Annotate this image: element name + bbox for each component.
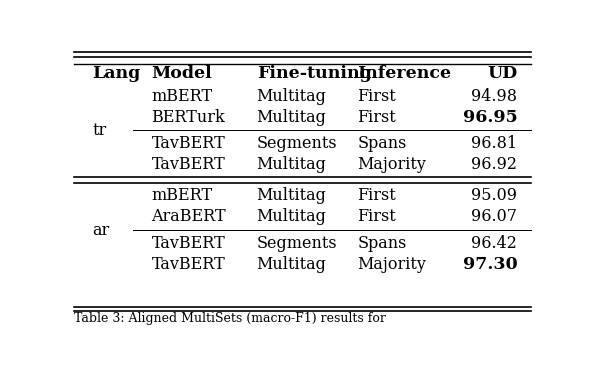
Text: 97.30: 97.30 <box>463 256 517 273</box>
Text: Multitag: Multitag <box>257 187 326 204</box>
Text: Multitag: Multitag <box>257 109 326 126</box>
Text: Table 3: Aligned MultiSets (macro-F1) results for: Table 3: Aligned MultiSets (macro-F1) re… <box>74 312 386 325</box>
Text: 96.92: 96.92 <box>471 156 517 173</box>
Text: TavBERT: TavBERT <box>152 235 225 252</box>
Text: First: First <box>358 87 396 105</box>
Text: First: First <box>358 208 396 225</box>
Text: Spans: Spans <box>358 235 407 252</box>
Text: Multitag: Multitag <box>257 256 326 273</box>
Text: Spans: Spans <box>358 135 407 152</box>
Text: mBERT: mBERT <box>152 187 212 204</box>
Text: 96.07: 96.07 <box>471 208 517 225</box>
Text: First: First <box>358 187 396 204</box>
Text: Segments: Segments <box>257 135 337 152</box>
Text: Inference: Inference <box>358 65 451 82</box>
Text: TavBERT: TavBERT <box>152 256 225 273</box>
Text: ar: ar <box>92 221 109 239</box>
Text: mBERT: mBERT <box>152 87 212 105</box>
Text: Majority: Majority <box>358 256 426 273</box>
Text: Majority: Majority <box>358 156 426 173</box>
Text: Multitag: Multitag <box>257 87 326 105</box>
Text: UD: UD <box>487 65 517 82</box>
Text: 95.09: 95.09 <box>471 187 517 204</box>
Text: Multitag: Multitag <box>257 156 326 173</box>
Text: 96.42: 96.42 <box>471 235 517 252</box>
Text: BERTurk: BERTurk <box>152 109 225 126</box>
Text: Model: Model <box>152 65 212 82</box>
Text: Fine-tuning: Fine-tuning <box>257 65 371 82</box>
Text: 96.95: 96.95 <box>463 109 517 126</box>
Text: 94.98: 94.98 <box>471 87 517 105</box>
Text: First: First <box>358 109 396 126</box>
Text: Multitag: Multitag <box>257 208 326 225</box>
Text: Lang: Lang <box>92 65 140 82</box>
Text: tr: tr <box>92 122 106 139</box>
Text: 96.81: 96.81 <box>471 135 517 152</box>
Text: AraBERT: AraBERT <box>152 208 226 225</box>
Text: Segments: Segments <box>257 235 337 252</box>
Text: TavBERT: TavBERT <box>152 156 225 173</box>
Text: TavBERT: TavBERT <box>152 135 225 152</box>
